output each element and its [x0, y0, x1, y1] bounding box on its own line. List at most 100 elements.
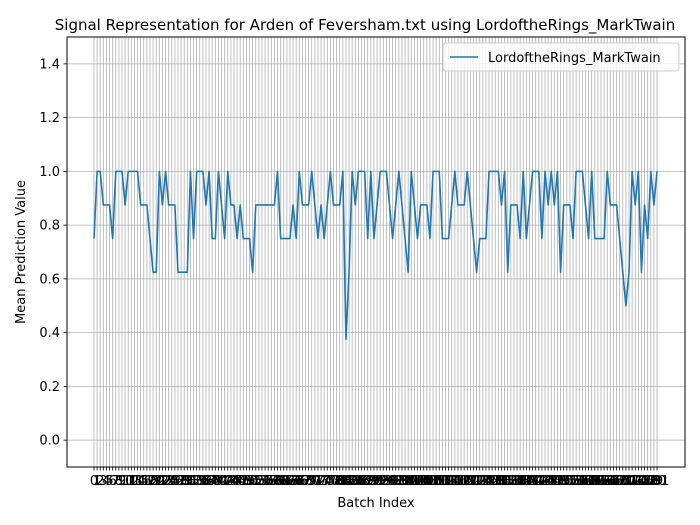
- x-tick-label: 17: [139, 474, 156, 489]
- x-tick-label: 110: [424, 474, 449, 489]
- legend-label: LordoftheRings_MarkTwain: [488, 51, 661, 66]
- x-tick-label: 81: [338, 474, 355, 489]
- x-tick-label: 66: [291, 474, 308, 489]
- x-tick-label: 34: [191, 474, 208, 489]
- x-tick-label: 147: [539, 474, 564, 489]
- x-tick-label: 148: [542, 474, 567, 489]
- x-tick-label: 157: [570, 474, 595, 489]
- x-tick-label: 14: [129, 474, 146, 489]
- x-tick-label: 135: [502, 474, 527, 489]
- x-tick-label: 103: [402, 474, 427, 489]
- x-tick-label: 123: [464, 474, 489, 489]
- x-tick-label: 44: [223, 474, 240, 489]
- x-tick-label: 127: [477, 474, 502, 489]
- series-layer: [93, 170, 658, 341]
- x-tick-label: 18: [142, 474, 159, 489]
- x-tick-label: 126: [474, 474, 499, 489]
- x-tick-label: 46: [229, 474, 246, 489]
- x-tick-label: 154: [561, 474, 586, 489]
- x-tick-label: 111: [427, 474, 452, 489]
- x-axis: 0123456789101112131415161718192021222324…: [90, 467, 670, 489]
- x-tick-label: 20: [148, 474, 165, 489]
- x-tick-label: 35: [195, 474, 212, 489]
- x-tick-label: 139: [514, 474, 539, 489]
- x-tick-label: 3: [99, 474, 107, 489]
- x-tick-label: 67: [294, 474, 311, 489]
- x-tick-label: 59: [269, 474, 286, 489]
- x-tick-label: 1: [93, 474, 101, 489]
- x-tick-label: 121: [458, 474, 483, 489]
- x-tick-label: 115: [439, 474, 464, 489]
- x-tick-label: 51: [244, 474, 261, 489]
- chart-title: Signal Representation for Arden of Fever…: [55, 16, 675, 35]
- x-tick-label: 172: [617, 474, 642, 489]
- x-tick-label: 91: [369, 474, 386, 489]
- x-tick-label: 118: [449, 474, 474, 489]
- x-tick-label: 174: [623, 474, 648, 489]
- x-tick-label: 62: [279, 474, 296, 489]
- x-tick-label: 70: [303, 474, 320, 489]
- legend-box: [442, 42, 680, 72]
- y-tick-label: 0.6: [39, 272, 60, 287]
- x-tick-label: 108: [418, 474, 443, 489]
- x-tick-label: 84: [347, 474, 364, 489]
- x-tick-label: 101: [396, 474, 421, 489]
- legend: LordoftheRings_MarkTwain: [442, 42, 680, 72]
- x-tick-label: 149: [545, 474, 570, 489]
- y-tick-label: 0.8: [39, 219, 60, 234]
- x-tick-label: 164: [592, 474, 617, 489]
- x-tick-label: 136: [505, 474, 530, 489]
- x-tick-label: 177: [632, 474, 657, 489]
- x-tick-label: 181: [645, 474, 670, 489]
- x-tick-label: 144: [529, 474, 554, 489]
- x-tick-label: 88: [359, 474, 376, 489]
- x-tick-label: 73: [313, 474, 330, 489]
- x-tick-label: 78: [328, 474, 345, 489]
- x-tick-label: 28: [173, 474, 190, 489]
- x-tick-label: 38: [204, 474, 221, 489]
- x-tick-label: 169: [607, 474, 632, 489]
- x-tick-label: 48: [235, 474, 252, 489]
- x-tick-label: 152: [554, 474, 579, 489]
- x-tick-label: 140: [517, 474, 542, 489]
- x-tick-label: 54: [254, 474, 271, 489]
- x-tick-label: 31: [182, 474, 199, 489]
- x-tick-label: 85: [350, 474, 367, 489]
- x-tick-label: 25: [163, 474, 180, 489]
- x-tick-label: 150: [548, 474, 573, 489]
- x-tick-label: 180: [641, 474, 666, 489]
- x-tick-label: 122: [461, 474, 486, 489]
- y-axis: 0.0 0.2 0.4 0.6 0.8 1.0 1.2 1.4: [39, 57, 67, 449]
- plot-frame: [66, 36, 686, 468]
- x-tick-label: 117: [446, 474, 471, 489]
- x-tick-label: 134: [498, 474, 523, 489]
- x-tick-label: 176: [629, 474, 654, 489]
- x-tick-label: 8: [115, 474, 123, 489]
- x-tick-label: 72: [310, 474, 327, 489]
- x-tick-label: 36: [198, 474, 215, 489]
- x-tick-label: 119: [452, 474, 477, 489]
- x-tick-label: 29: [176, 474, 193, 489]
- x-tick-label: 90: [366, 474, 383, 489]
- x-tick-label: 55: [257, 474, 274, 489]
- x-tick-label: 97: [387, 474, 404, 489]
- x-tick-label: 37: [201, 474, 218, 489]
- x-tick-label: 131: [489, 474, 514, 489]
- x-tick-label: 137: [508, 474, 533, 489]
- x-tick-label: 71: [307, 474, 324, 489]
- x-tick-label: 15: [132, 474, 149, 489]
- x-tick-label: 75: [319, 474, 336, 489]
- y-tick-label: 1.4: [39, 57, 60, 72]
- x-tick-label: 60: [272, 474, 289, 489]
- x-tick-label: 0: [90, 474, 98, 489]
- x-tick-label: 113: [433, 474, 458, 489]
- x-tick-label: 89: [363, 474, 380, 489]
- x-tick-label: 63: [282, 474, 299, 489]
- x-tick-label: 114: [436, 474, 461, 489]
- x-tick-label: 49: [238, 474, 255, 489]
- x-tick-label: 27: [170, 474, 187, 489]
- x-tick-label: 42: [216, 474, 233, 489]
- x-tick-label: 105: [408, 474, 433, 489]
- x-tick-label: 13: [126, 474, 143, 489]
